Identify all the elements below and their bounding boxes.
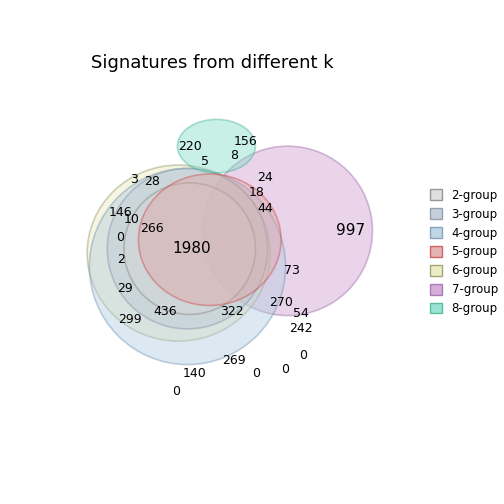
Title: Signatures from different k: Signatures from different k (91, 54, 333, 72)
Text: 322: 322 (220, 304, 244, 318)
Text: 2: 2 (116, 254, 124, 266)
Text: 242: 242 (289, 323, 313, 335)
Text: 29: 29 (117, 282, 133, 295)
Text: 997: 997 (336, 223, 365, 238)
Text: 140: 140 (182, 367, 206, 380)
Ellipse shape (177, 119, 256, 173)
Text: 44: 44 (258, 202, 273, 215)
Text: 436: 436 (153, 304, 177, 318)
Text: 3: 3 (130, 173, 138, 186)
Text: 0: 0 (253, 367, 261, 380)
Text: 8: 8 (230, 149, 238, 162)
Text: 54: 54 (293, 307, 309, 320)
Ellipse shape (89, 168, 286, 364)
Text: 146: 146 (109, 207, 133, 220)
Text: 10: 10 (124, 213, 140, 226)
Text: 28: 28 (144, 175, 160, 188)
Text: 73: 73 (284, 265, 300, 277)
Text: 1980: 1980 (172, 241, 211, 256)
Text: 156: 156 (233, 135, 257, 148)
Text: 5: 5 (201, 155, 209, 168)
Text: 270: 270 (269, 296, 293, 308)
Text: 0: 0 (299, 349, 307, 362)
Ellipse shape (87, 165, 270, 341)
Text: 220: 220 (178, 140, 202, 153)
Text: 0: 0 (172, 385, 180, 398)
Text: 269: 269 (222, 354, 246, 366)
Text: 299: 299 (118, 313, 141, 327)
Text: 266: 266 (140, 222, 164, 235)
Legend: 2-group, 3-group, 4-group, 5-group, 6-group, 7-group, 8-group: 2-group, 3-group, 4-group, 5-group, 6-gr… (427, 185, 501, 319)
Text: 24: 24 (258, 171, 273, 184)
Ellipse shape (203, 146, 372, 316)
Ellipse shape (124, 183, 256, 314)
Text: 18: 18 (248, 186, 265, 200)
Ellipse shape (107, 168, 268, 329)
Ellipse shape (139, 174, 281, 305)
Text: 0: 0 (282, 362, 289, 375)
Text: 0: 0 (116, 231, 124, 244)
